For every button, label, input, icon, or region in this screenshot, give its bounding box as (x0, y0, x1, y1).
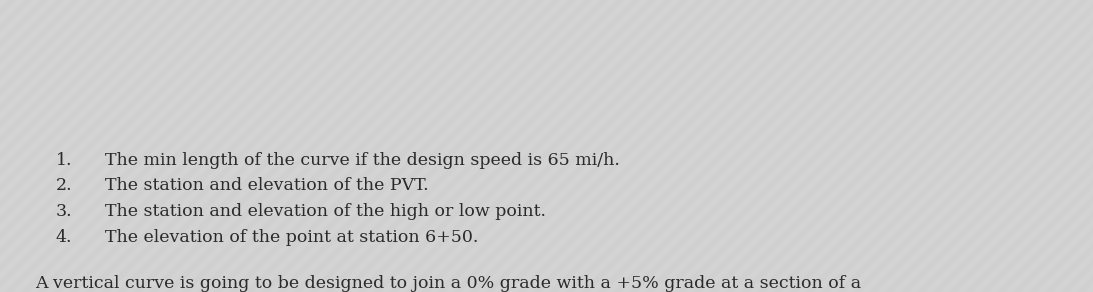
Text: 1.: 1. (56, 152, 72, 169)
Text: The elevation of the point at station 6+50.: The elevation of the point at station 6+… (105, 229, 479, 246)
Text: 2.: 2. (56, 178, 72, 194)
Text: A vertical curve is going to be designed to join a 0% grade with a +5% grade at : A vertical curve is going to be designed… (35, 275, 861, 292)
Text: The station and elevation of the PVT.: The station and elevation of the PVT. (105, 178, 428, 194)
Text: The station and elevation of the high or low point.: The station and elevation of the high or… (105, 203, 546, 220)
Text: The min length of the curve if the design speed is 65 mi/h.: The min length of the curve if the desig… (105, 152, 620, 169)
Text: 4.: 4. (56, 229, 72, 246)
Text: 3.: 3. (56, 203, 72, 220)
